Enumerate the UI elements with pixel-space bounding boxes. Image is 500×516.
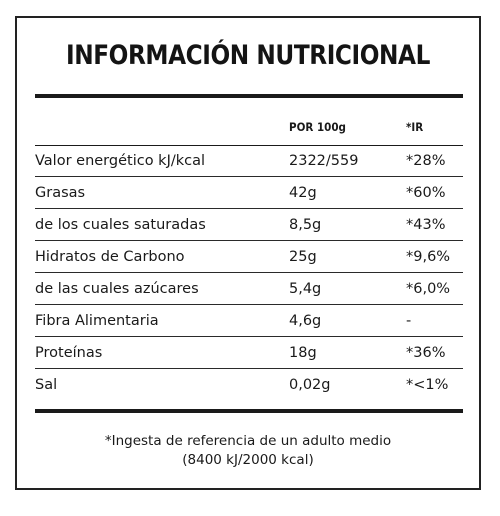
row-divider [35, 336, 463, 337]
nutrient-ir: *28% [406, 153, 446, 169]
panel-title: INFORMACIÓN NUTRICIONAL [66, 40, 430, 71]
table-row: Fibra Alimentaria 4,6g - [35, 306, 463, 337]
table-row: Sal 0,02g *<1% [35, 370, 463, 401]
nutrient-ir: *9,6% [406, 249, 451, 265]
nutrient-name: Sal [35, 377, 58, 393]
row-divider [35, 240, 463, 241]
nutrient-value: 18g [289, 345, 317, 361]
nutrient-ir: - [406, 313, 412, 329]
table-row: Grasas 42g *60% [35, 178, 463, 209]
bottom-thick-divider [35, 409, 463, 413]
row-divider [35, 208, 463, 209]
nutrition-facts-panel: INFORMACIÓN NUTRICIONAL POR 100g *IR Val… [15, 16, 481, 490]
table-row: Hidratos de Carbono 25g *9,6% [35, 242, 463, 273]
table-row: Proteínas 18g *36% [35, 338, 463, 369]
nutrient-value: 4,6g [289, 313, 322, 329]
column-header-ir: *IR [406, 120, 424, 134]
table-row: Valor energético kJ/kcal 2322/559 *28% [35, 146, 463, 177]
nutrient-name: Fibra Alimentaria [35, 313, 159, 329]
nutrient-name: Hidratos de Carbono [35, 249, 185, 265]
nutrient-ir: *60% [406, 185, 446, 201]
table-row: de las cuales azúcares 5,4g *6,0% [35, 274, 463, 305]
nutrient-value: 8,5g [289, 217, 322, 233]
header-divider [35, 145, 463, 146]
nutrient-value: 2322/559 [289, 153, 359, 169]
reference-intake-note: *Ingesta de referencia de un adulto medi… [17, 432, 479, 470]
nutrient-value: 42g [289, 185, 317, 201]
row-divider [35, 272, 463, 273]
column-header-per-100g: POR 100g [289, 120, 346, 134]
nutrient-name: Valor energético kJ/kcal [35, 153, 206, 169]
nutrient-name: de las cuales azúcares [35, 281, 199, 297]
nutrient-ir: *<1% [406, 377, 449, 393]
top-thick-divider [35, 94, 463, 98]
row-divider [35, 368, 463, 369]
nutrient-ir: *43% [406, 217, 446, 233]
nutrient-name: Proteínas [35, 345, 103, 361]
table-row: de los cuales saturadas 8,5g *43% [35, 210, 463, 241]
nutrient-name: Grasas [35, 185, 86, 201]
footnote-line-2: (8400 kJ/2000 kcal) [182, 452, 314, 468]
nutrient-ir: *36% [406, 345, 446, 361]
row-divider [35, 176, 463, 177]
nutrient-value: 5,4g [289, 281, 322, 297]
footnote-line-1: *Ingesta de referencia de un adulto medi… [104, 433, 392, 449]
row-divider [35, 304, 463, 305]
nutrient-ir: *6,0% [406, 281, 451, 297]
nutrient-value: 0,02g [289, 377, 331, 393]
nutrient-name: de los cuales saturadas [35, 217, 206, 233]
nutrient-value: 25g [289, 249, 317, 265]
